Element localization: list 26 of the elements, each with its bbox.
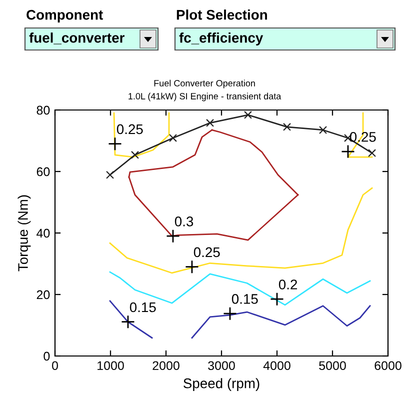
x-axis-title: Speed (rpm) <box>184 378 260 392</box>
y-tick-label: 80 <box>36 106 50 115</box>
annotation: 0.15 <box>130 302 156 312</box>
annotation: 0.25 <box>194 247 220 258</box>
x-tick-label: 2000 <box>152 361 180 370</box>
x-tick-label: 3000 <box>208 361 235 370</box>
y-tick-label: 60 <box>36 167 50 176</box>
y-tick-label: 0 <box>44 352 50 361</box>
y-axis-title: Torque (Nm) <box>18 195 31 272</box>
chart-title: Fuel Converter Operation <box>154 80 255 88</box>
x-tick-label: 4000 <box>263 361 290 370</box>
x-tick-label: 1000 <box>98 361 124 370</box>
chart-subtitle: 1.0L (41kW) SI Engine - transient data <box>128 92 282 102</box>
annotation: 0.15 <box>232 294 258 304</box>
annotation: 0.25 <box>116 124 143 134</box>
x-tick-label: 6000 <box>374 361 402 370</box>
x-tick-label: 5000 <box>319 361 346 370</box>
text: fuel_converter <box>29 32 125 44</box>
text: Plot Selection <box>176 10 267 20</box>
text: fc_efficiency <box>179 32 264 46</box>
text: Component <box>26 10 103 22</box>
x-tick-label: 0 <box>52 361 58 370</box>
y-tick-label: 20 <box>36 290 50 300</box>
y-tick-label: 40 <box>36 228 50 238</box>
annotation: 0.3 <box>174 216 194 226</box>
annotation: 0.2 <box>278 280 297 290</box>
